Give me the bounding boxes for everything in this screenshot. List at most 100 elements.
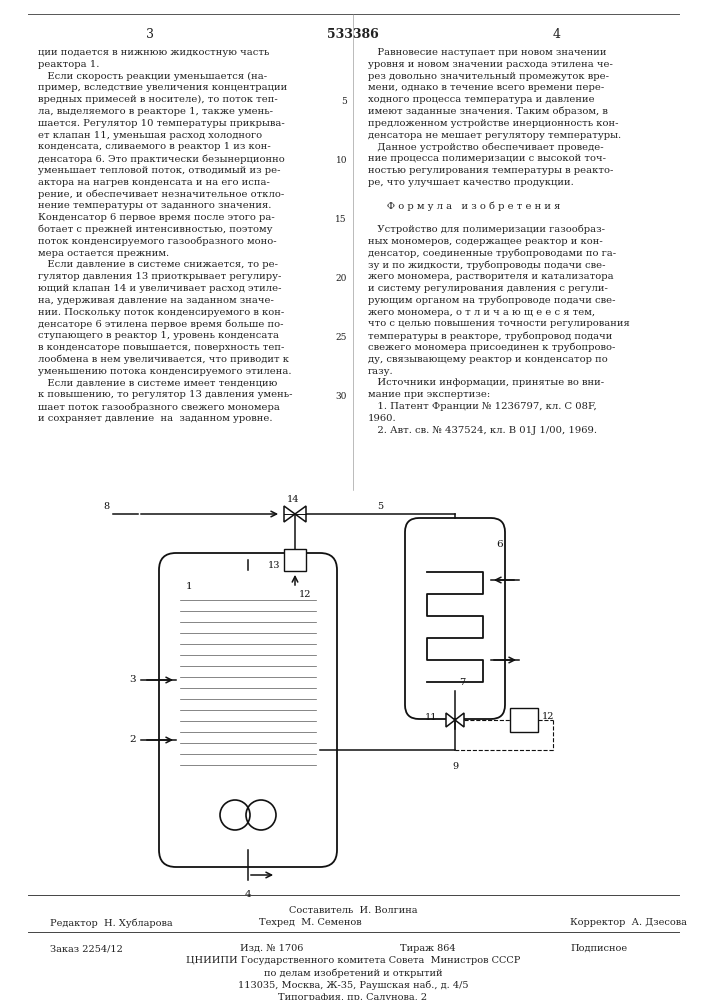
Text: 5: 5 — [341, 97, 347, 106]
Text: 30: 30 — [336, 392, 347, 401]
Text: конденсата, сливаемого в реактор 1 из кон-: конденсата, сливаемого в реактор 1 из ко… — [38, 142, 271, 151]
Text: 3: 3 — [129, 676, 136, 684]
Polygon shape — [295, 506, 306, 522]
Text: Равновесие наступает при новом значении: Равновесие наступает при новом значении — [368, 48, 607, 57]
Text: Изд. № 1706: Изд. № 1706 — [240, 944, 303, 953]
Text: ет клапан 11, уменьшая расход холодного: ет клапан 11, уменьшая расход холодного — [38, 131, 262, 140]
Polygon shape — [455, 713, 464, 727]
Text: 14: 14 — [287, 495, 299, 504]
Text: Устройство для полимеризации газообраз-: Устройство для полимеризации газообраз- — [368, 225, 605, 234]
Text: уменьшает тепловой поток, отводимый из ре-: уменьшает тепловой поток, отводимый из р… — [38, 166, 281, 175]
Text: ду, связывающему реактор и конденсатор по: ду, связывающему реактор и конденсатор п… — [368, 355, 608, 364]
Text: ных мономеров, содержащее реактор и кон-: ных мономеров, содержащее реактор и кон- — [368, 237, 603, 246]
Text: ступающего в реактор 1, уровень конденсата: ступающего в реактор 1, уровень конденса… — [38, 331, 279, 340]
Text: 1960.: 1960. — [368, 414, 397, 423]
Text: денсатор, соединенные трубопроводами по га-: денсатор, соединенные трубопроводами по … — [368, 249, 616, 258]
Text: денсатора не мешает регулятору температуры.: денсатора не мешает регулятору температу… — [368, 131, 621, 140]
Text: жего мономера, растворителя и катализатора: жего мономера, растворителя и катализато… — [368, 272, 614, 281]
Text: 6: 6 — [496, 540, 503, 549]
FancyBboxPatch shape — [159, 553, 337, 867]
Text: 20: 20 — [336, 274, 347, 283]
Text: 12: 12 — [542, 712, 554, 721]
Text: к повышению, то регулятор 13 давления умень-: к повышению, то регулятор 13 давления ум… — [38, 390, 293, 399]
Text: ции подается в нижнюю жидкостную часть: ции подается в нижнюю жидкостную часть — [38, 48, 269, 57]
Text: 533386: 533386 — [327, 28, 379, 41]
Text: Данное устройство обеспечивает проведе-: Данное устройство обеспечивает проведе- — [368, 142, 604, 152]
Text: 5: 5 — [377, 502, 383, 511]
Text: ЦНИИПИ Государственного комитета Совета  Министров СССР: ЦНИИПИ Государственного комитета Совета … — [186, 956, 520, 965]
Text: 3: 3 — [146, 28, 154, 41]
Text: имеют заданные значения. Таким образом, в: имеют заданные значения. Таким образом, … — [368, 107, 608, 116]
Text: Если скорость реакции уменьшается (на-: Если скорость реакции уменьшается (на- — [38, 72, 267, 81]
Text: поток конденсируемого газообразного моно-: поток конденсируемого газообразного моно… — [38, 237, 276, 246]
Text: предложенном устройстве инерционность кон-: предложенном устройстве инерционность ко… — [368, 119, 619, 128]
Text: и систему регулирования давления с регули-: и систему регулирования давления с регул… — [368, 284, 608, 293]
Text: Типография, пр. Салунова, 2: Типография, пр. Салунова, 2 — [279, 993, 428, 1000]
Text: Редактор  Н. Хубларова: Редактор Н. Хубларова — [50, 918, 173, 928]
Text: Корректор  А. Дзесова: Корректор А. Дзесова — [570, 918, 687, 927]
Text: ботает с прежней интенсивностью, поэтому: ботает с прежней интенсивностью, поэтому — [38, 225, 272, 234]
Text: 8: 8 — [104, 502, 110, 511]
Text: жего мономера, о т л и ч а ю щ е е с я тем,: жего мономера, о т л и ч а ю щ е е с я т… — [368, 308, 595, 317]
FancyBboxPatch shape — [510, 708, 538, 732]
Text: Тираж 864: Тираж 864 — [400, 944, 455, 953]
Text: зу и по жидкости, трубопроводы подачи све-: зу и по жидкости, трубопроводы подачи св… — [368, 260, 605, 270]
Text: Конденсатор 6 первое время после этого ра-: Конденсатор 6 первое время после этого р… — [38, 213, 275, 222]
Text: на, удерживая давление на заданном значе-: на, удерживая давление на заданном значе… — [38, 296, 274, 305]
Text: рез довольно значительный промежуток вре-: рез довольно значительный промежуток вре… — [368, 72, 609, 81]
Text: денсаторе 6 этилена первое время больше по-: денсаторе 6 этилена первое время больше … — [38, 319, 284, 329]
Text: шает поток газообразного свежего мономера: шает поток газообразного свежего мономер… — [38, 402, 280, 412]
Text: 2: 2 — [129, 736, 136, 744]
Text: 2. Авт. св. № 437524, кл. В 01J 1/00, 1969.: 2. Авт. св. № 437524, кл. В 01J 1/00, 19… — [368, 426, 597, 435]
FancyBboxPatch shape — [405, 518, 505, 719]
Text: что с целью повышения точности регулирования: что с целью повышения точности регулиров… — [368, 319, 630, 328]
Text: Подписное: Подписное — [570, 944, 627, 953]
Text: актора на нагрев конденсата и на его испа-: актора на нагрев конденсата и на его исп… — [38, 178, 270, 187]
Text: Если давление в системе снижается, то ре-: Если давление в системе снижается, то ре… — [38, 260, 278, 269]
Text: свежего мономера присоединен к трубопрово-: свежего мономера присоединен к трубопров… — [368, 343, 615, 353]
Text: шается. Регулятор 10 температуры прикрыва-: шается. Регулятор 10 температуры прикрыв… — [38, 119, 285, 128]
Text: ре, что улучшает качество продукции.: ре, что улучшает качество продукции. — [368, 178, 574, 187]
Text: нии. Поскольку поток конденсируемого в кон-: нии. Поскольку поток конденсируемого в к… — [38, 308, 284, 317]
Text: 11: 11 — [424, 712, 437, 722]
Text: 10: 10 — [336, 156, 347, 165]
Text: мание при экспертизе:: мание при экспертизе: — [368, 390, 490, 399]
Text: ностью регулирования температуры в реакто-: ностью регулирования температуры в реакт… — [368, 166, 614, 175]
Text: вредных примесей в носителе), то поток теп-: вредных примесей в носителе), то поток т… — [38, 95, 278, 104]
Text: ла, выделяемого в реакторе 1, также умень-: ла, выделяемого в реакторе 1, также умен… — [38, 107, 273, 116]
Text: рение, и обеспечивает незначительное откло-: рение, и обеспечивает незначительное отк… — [38, 190, 284, 199]
Text: ние процесса полимеризации с высокой точ-: ние процесса полимеризации с высокой точ… — [368, 154, 606, 163]
Polygon shape — [284, 506, 295, 522]
Text: 15: 15 — [335, 215, 347, 224]
Text: 7: 7 — [459, 678, 465, 687]
Text: 1: 1 — [186, 582, 192, 591]
Text: лообмена в нем увеличивается, что приводит к: лообмена в нем увеличивается, что привод… — [38, 355, 289, 364]
Text: уменьшению потока конденсируемого этилена.: уменьшению потока конденсируемого этилен… — [38, 367, 291, 376]
Text: Если давление в системе имеет тенденцию: Если давление в системе имеет тенденцию — [38, 378, 277, 387]
Text: Техред  М. Семенов: Техред М. Семенов — [259, 918, 361, 927]
Text: мера остается прежним.: мера остается прежним. — [38, 249, 169, 258]
Text: уровня и новом значении расхода этилена че-: уровня и новом значении расхода этилена … — [368, 60, 613, 69]
Text: в конденсаторе повышается, поверхность теп-: в конденсаторе повышается, поверхность т… — [38, 343, 284, 352]
Text: ходного процесса температура и давление: ходного процесса температура и давление — [368, 95, 595, 104]
Text: температуры в реакторе, трубопровод подачи: температуры в реакторе, трубопровод пода… — [368, 331, 612, 341]
Text: ющий клапан 14 и увеличивает расход этиле-: ющий клапан 14 и увеличивает расход этил… — [38, 284, 281, 293]
Text: по делам изобретений и открытий: по делам изобретений и открытий — [264, 968, 443, 978]
Text: 13: 13 — [267, 560, 280, 570]
Text: Источники информации, принятые во вни-: Источники информации, принятые во вни- — [368, 378, 604, 387]
Text: и сохраняет давление  на  заданном уровне.: и сохраняет давление на заданном уровне. — [38, 414, 272, 423]
Text: пример, вследствие увеличения концентрации: пример, вследствие увеличения концентрац… — [38, 83, 287, 92]
Text: мени, однако в течение всего времени пере-: мени, однако в течение всего времени пер… — [368, 83, 604, 92]
Text: Ф о р м у л а   и з о б р е т е н и я: Ф о р м у л а и з о б р е т е н и я — [368, 201, 561, 211]
Text: 9: 9 — [452, 762, 458, 771]
Text: рующим органом на трубопроводе подачи све-: рующим органом на трубопроводе подачи св… — [368, 296, 616, 305]
Text: газу.: газу. — [368, 367, 394, 376]
Text: реактора 1.: реактора 1. — [38, 60, 100, 69]
Text: 4: 4 — [553, 28, 561, 41]
Text: денсатора 6. Это практически безынерционно: денсатора 6. Это практически безынерцион… — [38, 154, 285, 164]
Text: гулятор давления 13 приоткрывает регулиру-: гулятор давления 13 приоткрывает регулир… — [38, 272, 281, 281]
FancyBboxPatch shape — [284, 549, 306, 571]
Text: 113035, Москва, Ж-35, Раушская наб., д. 4/5: 113035, Москва, Ж-35, Раушская наб., д. … — [238, 980, 468, 990]
Text: 1. Патент Франции № 1236797, кл. С 08F,: 1. Патент Франции № 1236797, кл. С 08F, — [368, 402, 597, 411]
Text: нение температуры от заданного значения.: нение температуры от заданного значения. — [38, 201, 271, 210]
